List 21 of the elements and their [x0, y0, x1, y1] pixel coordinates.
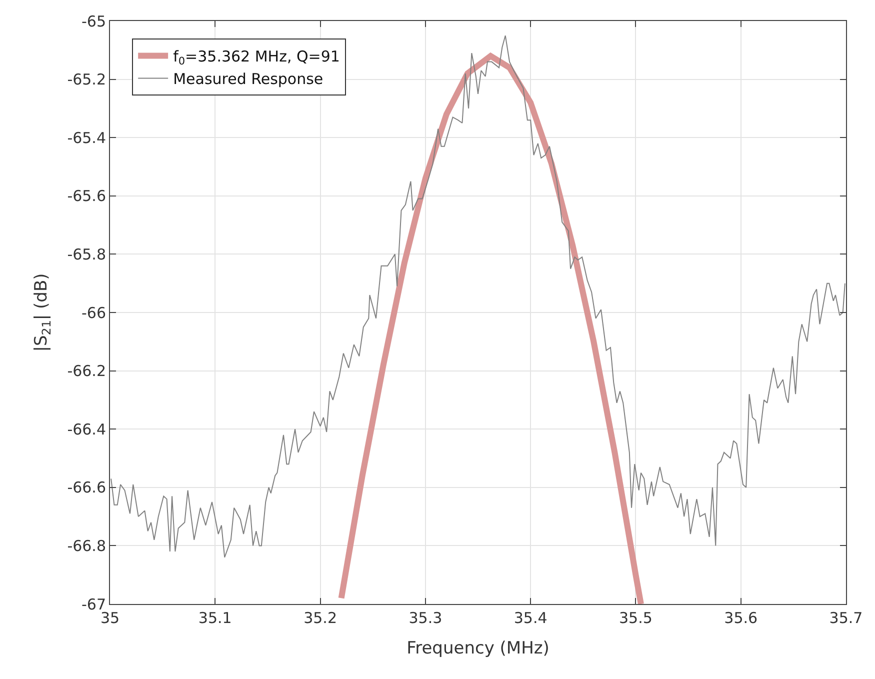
y-tick-label: -65.4 — [67, 128, 106, 147]
y-tick-label: -65 — [82, 12, 106, 30]
line-series — [110, 35, 846, 558]
x-axis-title: Frequency (MHz) — [406, 638, 550, 658]
x-tick-label: 35.1 — [198, 609, 232, 627]
y-tick-label: -66.6 — [67, 478, 106, 497]
x-tick-label: 35.4 — [514, 609, 548, 627]
legend-label: Measured Response — [173, 70, 324, 88]
y-tick-label: -66.4 — [67, 420, 106, 438]
y-tick-label: -65.8 — [67, 245, 106, 264]
x-tick-label: 35.6 — [724, 609, 758, 627]
x-tick-label: 35.2 — [304, 609, 337, 627]
legend-label: f$_{0}$=35.362 MHz, Q=91 — [173, 48, 340, 68]
y-tick-label: -65.6 — [67, 187, 106, 206]
y-tick-label: -66.2 — [67, 362, 106, 380]
x-tick-label: 35.5 — [619, 609, 652, 627]
y-tick-label: -66.8 — [67, 536, 106, 555]
y-tick-label: -65.2 — [67, 70, 106, 89]
y-tick-label: -66 — [82, 304, 106, 322]
x-tick-label: 35.7 — [829, 609, 863, 627]
x-tick-label: 35.3 — [408, 609, 442, 627]
